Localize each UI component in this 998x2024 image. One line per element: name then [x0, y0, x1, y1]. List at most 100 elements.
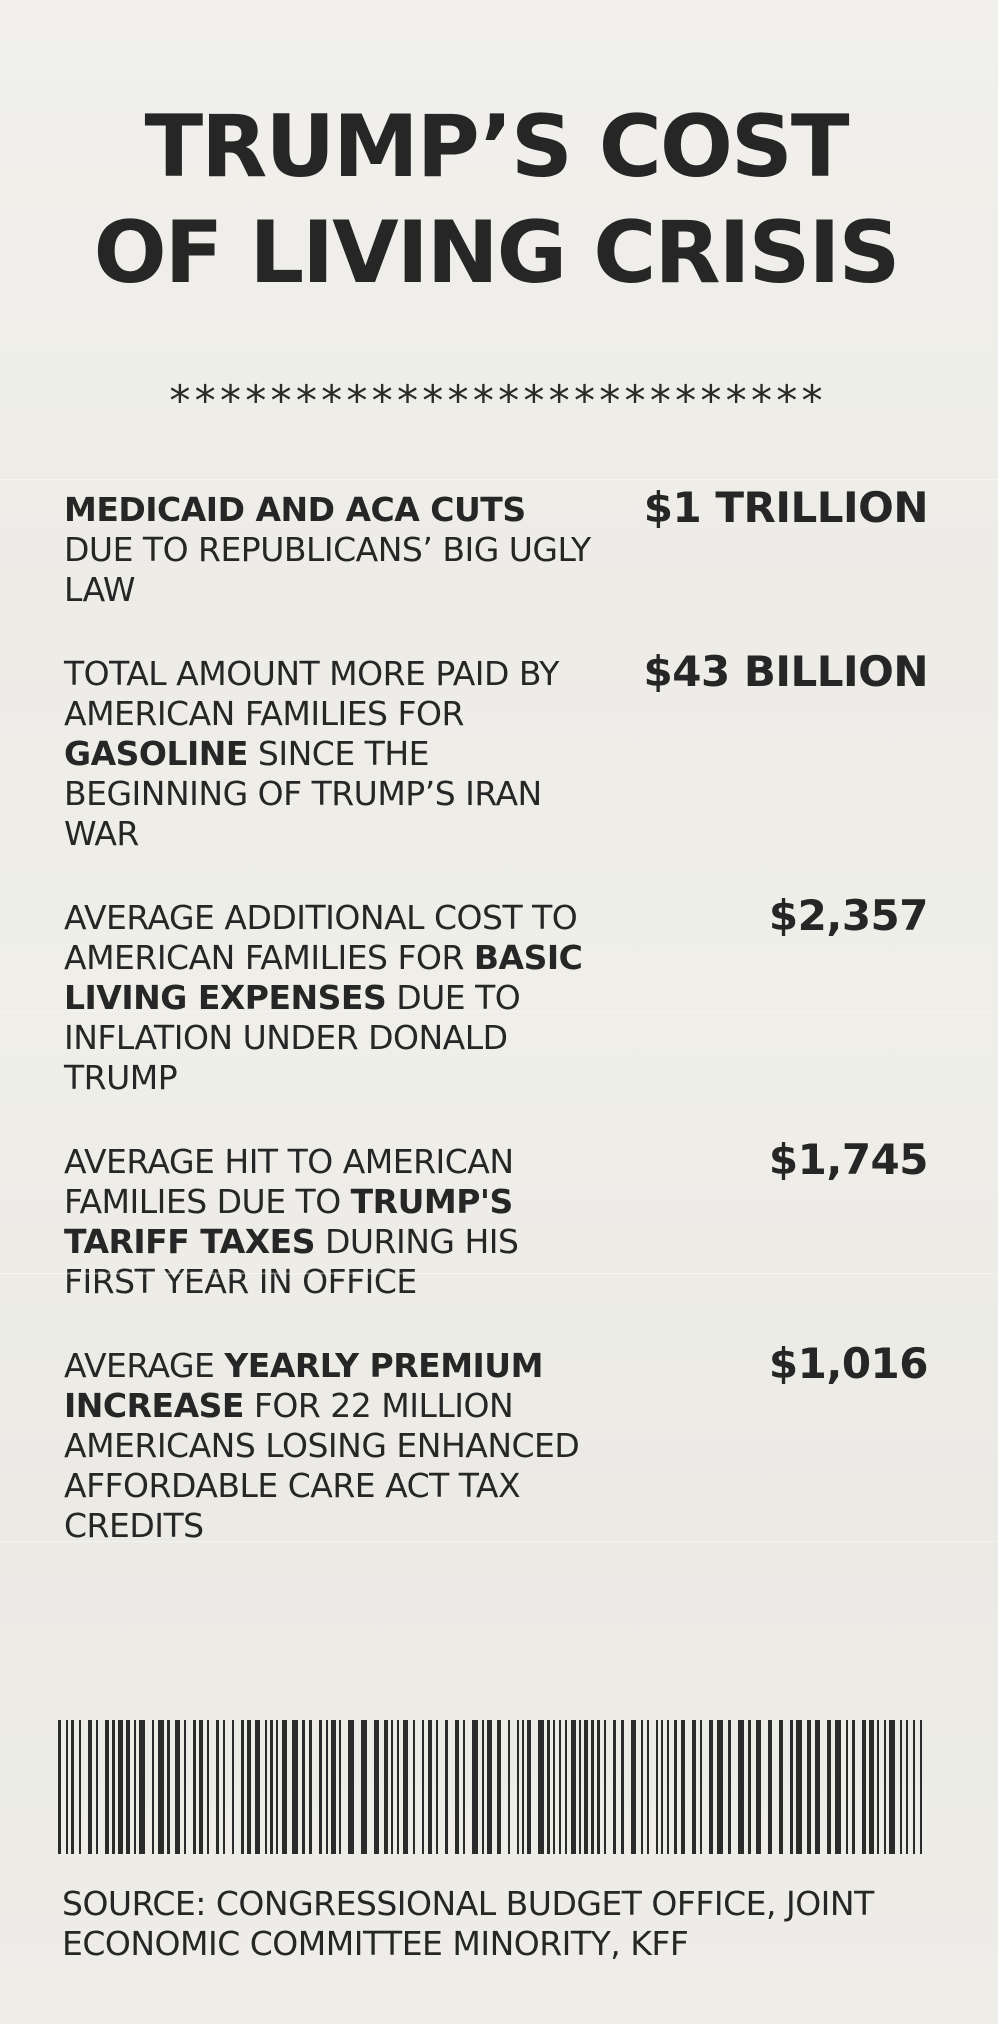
source-note: SOURCE: CONGRESSIONAL BUDGET OFFICE, JOI… [62, 1884, 874, 1963]
description-text: DURING HIS FIRST YEAR IN OFFICE [64, 1222, 519, 1301]
barcode-bar [384, 1720, 388, 1854]
barcode-bar [112, 1720, 115, 1854]
barcode-bar [508, 1720, 510, 1854]
line-item: MEDICAID AND ACA CUTS DUE TO REPUBLICANS… [64, 484, 929, 610]
barcode-bar [361, 1720, 367, 1854]
barcode-bar [265, 1720, 267, 1854]
barcode-bar [223, 1720, 225, 1854]
barcode-bar [692, 1720, 696, 1854]
barcode-bar [348, 1720, 354, 1854]
barcode-bar [674, 1720, 677, 1854]
barcode-bar [565, 1720, 567, 1854]
barcode-bar [738, 1720, 744, 1854]
description-text: DUE TO REPUBLICANS’ BIG UGLY LAW [64, 530, 591, 609]
barcode-bar [158, 1720, 164, 1854]
barcode-bar [232, 1720, 234, 1854]
line-item: AVERAGE ADDITIONAL COST TO AMERICAN FAMI… [64, 892, 929, 1098]
barcode-bar [661, 1720, 663, 1854]
barcode-bar [255, 1720, 260, 1854]
line-item-description: TOTAL AMOUNT MORE PAID BY AMERICAN FAMIL… [64, 654, 604, 854]
barcode-bar [134, 1720, 136, 1854]
barcode-bar [463, 1720, 465, 1854]
emphasis-text: GASOLINE [64, 734, 248, 773]
barcode-bar [579, 1720, 581, 1854]
barcode-bar [436, 1720, 438, 1854]
barcode-bar [487, 1720, 492, 1854]
emphasis-text: TRUMP'S TARIFF TAXES [64, 1182, 513, 1261]
barcode-bar [667, 1720, 669, 1854]
barcode-bar [553, 1720, 555, 1854]
barcode-bar [472, 1720, 478, 1854]
description-text: AVERAGE ADDITIONAL COST TO AMERICAN FAMI… [64, 898, 578, 977]
barcode-bar [869, 1720, 874, 1854]
barcode-bar [207, 1720, 209, 1854]
barcode-bar [807, 1720, 811, 1854]
line-items: MEDICAID AND ACA CUTS DUE TO REPUBLICANS… [64, 484, 929, 1546]
barcode-bar [152, 1720, 154, 1854]
barcode-icon [58, 1720, 922, 1854]
barcode-bar [631, 1720, 636, 1854]
barcode-bar [613, 1720, 616, 1854]
barcode-bar [374, 1720, 379, 1854]
barcode-bar [247, 1720, 251, 1854]
line-item-description: AVERAGE ADDITIONAL COST TO AMERICAN FAMI… [64, 898, 604, 1098]
paper-fold [0, 1272, 998, 1275]
barcode-bar [482, 1720, 484, 1854]
barcode-bar [920, 1720, 922, 1854]
barcode-bar [827, 1720, 831, 1854]
barcode-bar [796, 1720, 802, 1854]
barcode-bar [292, 1720, 298, 1854]
barcode-bar [547, 1720, 550, 1854]
barcode-bar [709, 1720, 713, 1854]
description-text: TOTAL AMOUNT MORE PAID BY AMERICAN FAMIL… [64, 654, 559, 733]
barcode-bar [184, 1720, 186, 1854]
barcode-bar [779, 1720, 783, 1854]
barcode-bar [717, 1720, 723, 1854]
barcode-bar [862, 1720, 866, 1854]
line-item-amount: $1 TRILLION [643, 483, 929, 532]
asterisk-divider: ************************** [167, 376, 825, 425]
title-line-1: TRUMP’S COST [144, 97, 849, 197]
barcode-bar [96, 1720, 98, 1854]
barcode-bar [175, 1720, 180, 1854]
barcode-bar [302, 1720, 305, 1854]
barcode-bar [748, 1720, 751, 1854]
barcode-bar [584, 1720, 588, 1854]
barcode-bar [522, 1720, 524, 1854]
barcode-bar [270, 1720, 273, 1854]
barcode-bar [413, 1720, 415, 1854]
barcode-bar [906, 1720, 908, 1854]
barcode-bar [422, 1720, 424, 1854]
barcode-bar [391, 1720, 393, 1854]
barcode-bar [58, 1720, 61, 1854]
barcode-bar [571, 1720, 576, 1854]
barcode-bar [884, 1720, 886, 1854]
barcode-bar [105, 1720, 109, 1854]
barcode-bar [641, 1720, 643, 1854]
description-text: FOR 22 MILLION AMERICANS LOSING ENHANCED… [64, 1386, 580, 1545]
line-item-amount: $1,016 [768, 1339, 929, 1388]
barcode-bar [139, 1720, 145, 1854]
barcode-bar [700, 1720, 702, 1854]
description-text: AVERAGE HIT TO AMERICAN FAMILIES DUE TO [64, 1142, 514, 1221]
barcode-bar [790, 1720, 793, 1854]
barcode-bar [647, 1720, 649, 1854]
barcode-bar [877, 1720, 879, 1854]
barcode-bar [913, 1720, 915, 1854]
barcode-bar [193, 1720, 196, 1854]
barcode-bar [118, 1720, 123, 1854]
line-item-amount: $43 BILLION [643, 647, 929, 696]
barcode-bar [167, 1720, 170, 1854]
barcode-bar [591, 1720, 594, 1854]
barcode-bar [403, 1720, 408, 1854]
barcode-bar [216, 1720, 219, 1854]
barcode-bar [241, 1720, 244, 1854]
barcode-bar [559, 1720, 561, 1854]
receipt-title: TRUMP’S COST OF LIVING CRISIS [64, 0, 928, 306]
emphasis-text: YEARLY PREMIUM INCREASE [64, 1346, 543, 1425]
line-item: TOTAL AMOUNT MORE PAID BY AMERICAN FAMIL… [64, 648, 929, 854]
barcode-bar [282, 1720, 287, 1854]
barcode-bar [319, 1720, 322, 1854]
line-item-amount: $1,745 [768, 1135, 929, 1184]
barcode-bar [428, 1720, 432, 1854]
